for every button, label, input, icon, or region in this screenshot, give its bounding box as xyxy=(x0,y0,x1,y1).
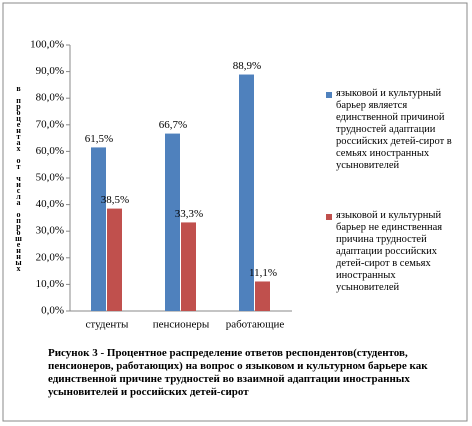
caption: Рисунок 3 - Процентное распределение отв… xyxy=(48,347,428,398)
y-tick-label: 100,0% xyxy=(30,39,64,51)
y-tick-label: 60,0% xyxy=(36,145,64,157)
y-tick-label: 40,0% xyxy=(36,198,64,210)
y-tick-label: 70,0% xyxy=(36,118,64,130)
legend-swatch xyxy=(326,92,332,98)
value-label: 88,9% xyxy=(233,60,261,72)
legend-swatch xyxy=(326,214,332,220)
value-label: 33,3% xyxy=(175,208,203,220)
y-tick-label: 90,0% xyxy=(36,65,64,77)
bar xyxy=(239,74,254,311)
value-label: 61,5% xyxy=(85,133,113,145)
bar xyxy=(165,133,180,311)
y-tick-label: 20,0% xyxy=(36,251,64,263)
y-tick-label: 30,0% xyxy=(36,225,64,237)
y-tick-label: 0,0% xyxy=(41,305,64,317)
x-tick-label: студенты xyxy=(86,319,130,331)
x-tick-label: пенсионеры xyxy=(153,319,210,331)
legend-entry: языковой и культурный барьер является ед… xyxy=(336,88,452,171)
bar xyxy=(91,147,106,311)
value-label: 11,1% xyxy=(249,267,277,279)
x-tick-label: работающие xyxy=(226,319,285,331)
y-tick-label: 80,0% xyxy=(36,92,64,104)
legend-entry: языковой и культурный барьер не единстве… xyxy=(336,210,443,293)
frame xyxy=(2,2,468,422)
value-label: 38,5% xyxy=(101,194,129,206)
y-axis-title: в процентах от числа опрошенных xyxy=(14,84,23,270)
bar xyxy=(107,208,122,311)
value-label: 66,7% xyxy=(159,119,187,131)
bar xyxy=(181,222,196,311)
bar xyxy=(255,281,270,311)
y-tick-label: 10,0% xyxy=(36,278,64,290)
y-tick-label: 50,0% xyxy=(36,172,64,184)
